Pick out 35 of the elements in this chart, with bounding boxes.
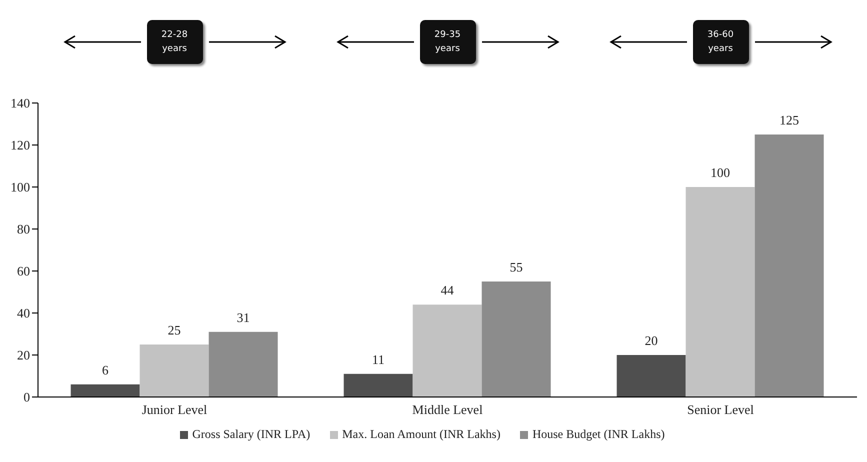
data-label: 125 xyxy=(780,112,800,128)
y-tick-label: 0 xyxy=(24,390,30,405)
bar xyxy=(482,282,551,397)
text: 22-28 years xyxy=(146,20,202,64)
data-label: 6 xyxy=(102,362,110,378)
y-tick-label: 140 xyxy=(10,96,30,111)
y-tick-label: 100 xyxy=(10,180,30,195)
bar xyxy=(140,344,209,397)
x-tick-label: Senior Level xyxy=(687,402,754,418)
y-tick-label: 80 xyxy=(17,222,30,237)
x-tick-label: Middle Level xyxy=(412,402,484,418)
legend-label: Gross Salary (INR LPA) xyxy=(192,427,310,441)
x-tick-label: Junior Level xyxy=(142,402,208,418)
bar xyxy=(616,355,686,397)
data-label: 44 xyxy=(440,282,454,298)
bar xyxy=(208,332,278,397)
y-tick-label: 120 xyxy=(10,138,30,153)
data-label: 25 xyxy=(168,322,181,338)
data-label: 100 xyxy=(710,165,730,180)
y-tick-label: 40 xyxy=(17,306,30,321)
bar xyxy=(686,187,755,397)
bar xyxy=(754,134,824,397)
data-label: 20 xyxy=(644,333,658,348)
text: 29-35 years xyxy=(420,20,476,64)
bar xyxy=(70,384,140,397)
data-label: 31 xyxy=(236,310,250,325)
legend-label: House Budget (INR Lakhs) xyxy=(532,427,665,441)
y-tick-label: 20 xyxy=(17,348,30,363)
legend-label: Max. Loan Amount (INR Lakhs) xyxy=(342,427,500,441)
data-label: 11 xyxy=(372,352,385,367)
bar xyxy=(344,374,413,397)
bar xyxy=(412,304,482,397)
data-label: 55 xyxy=(510,260,523,274)
text: 36-60 years xyxy=(692,20,748,64)
y-tick-label: 60 xyxy=(17,264,30,279)
